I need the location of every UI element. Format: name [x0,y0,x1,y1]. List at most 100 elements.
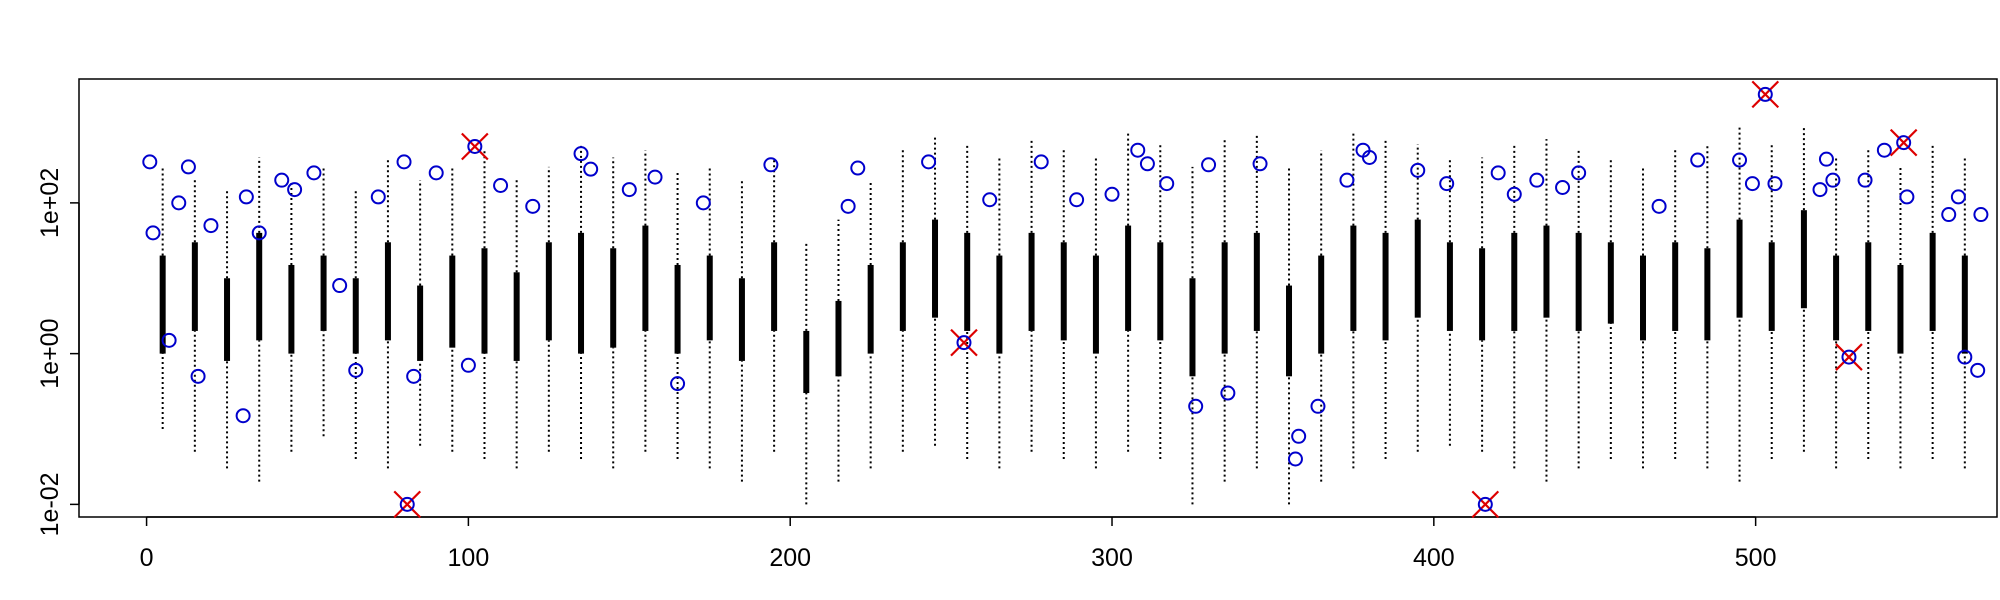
box [320,255,327,331]
highlight-cross [950,328,978,357]
outlier [332,278,348,294]
y-tick-label: 1e-02 [36,472,64,536]
box [449,255,456,348]
highlight-circle [956,335,972,351]
box [1092,255,1099,354]
box [1028,232,1035,331]
outlier [190,368,206,384]
box [417,285,424,361]
outlier [1339,172,1355,188]
box [1897,264,1904,354]
outlier [460,357,476,373]
box [159,255,166,354]
box [674,264,681,354]
box [1736,219,1743,318]
outlier [161,332,177,348]
x-tick-label: 500 [1735,544,1777,572]
outlier [1744,176,1760,192]
outlier [1287,451,1303,467]
outlier [1188,398,1204,414]
box [1350,225,1357,331]
box [256,232,263,341]
box [1511,232,1518,331]
highlight-circle [467,138,483,154]
outlier [428,165,444,181]
outlier [763,157,779,173]
box [1253,232,1260,331]
highlight-cross [393,490,422,519]
box [1446,242,1453,331]
x-tick-label: 100 [448,544,490,572]
box [706,255,713,341]
box [610,248,617,348]
box [1286,285,1293,377]
outlier [1201,157,1217,173]
highlight-cross [1889,128,1918,157]
box [1575,232,1582,331]
x-tick-label: 400 [1413,544,1455,572]
box [1479,248,1486,341]
box [932,219,939,318]
box [384,242,391,341]
outlier [238,189,254,205]
outlier [1732,152,1748,168]
outlier [1252,156,1268,172]
box [1125,225,1132,331]
outlier [1130,142,1146,158]
outlier [274,172,290,188]
box [835,300,842,377]
outlier [171,195,187,211]
box [578,232,585,354]
box [1865,242,1872,331]
box [771,242,778,331]
outlier [306,165,322,181]
outlier [573,146,589,162]
box [288,264,295,354]
outlier [1220,385,1236,401]
box [867,264,874,354]
outlier [1767,176,1783,192]
outlier [1818,151,1834,167]
box [1382,232,1389,341]
outlier [921,154,937,170]
box [1414,219,1421,318]
box [1929,232,1936,331]
box [352,278,359,354]
outlier [180,159,196,175]
outlier [1825,172,1841,188]
highlight-cross [461,132,489,161]
outlier [840,198,856,214]
box [803,330,810,394]
box [1704,248,1711,341]
box [224,278,231,361]
outlier [235,408,251,424]
outlier [1876,142,1892,158]
box [1961,255,1968,354]
highlight-circle [1477,496,1493,512]
x-tick-label: 200 [769,544,811,572]
outlier [1950,189,1966,205]
box [1221,242,1228,354]
outlier [145,225,161,241]
outlier [1529,172,1545,188]
box [1543,225,1550,318]
outlier [1490,165,1506,181]
highlight-circle [1757,86,1773,102]
x-tick-label: 300 [1091,544,1133,572]
outlier [1410,162,1426,178]
box [481,248,488,354]
y-tick-label: 1e+00 [36,319,64,389]
outlier [1812,182,1828,198]
outlier [287,182,303,198]
outlier [1310,398,1326,414]
outlier [1690,152,1706,168]
outlier [1139,156,1155,172]
outlier [1857,172,1873,188]
box [642,225,649,331]
boxes [159,127,1968,505]
outlier [1033,154,1049,170]
outlier [647,169,663,185]
highlight-circle [399,496,415,512]
